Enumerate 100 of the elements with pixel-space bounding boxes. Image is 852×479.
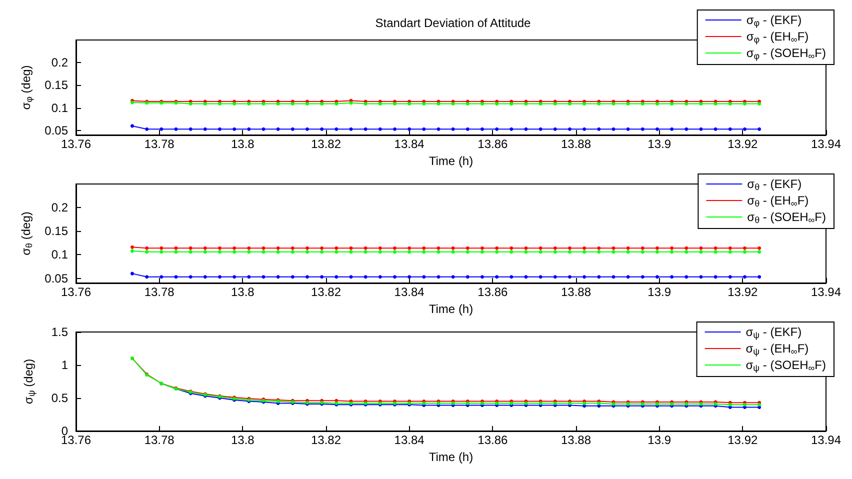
y-tick-label: 0.15 [44, 78, 68, 92]
point [451, 246, 455, 250]
point [436, 246, 440, 250]
point [626, 127, 630, 131]
point [714, 250, 718, 254]
point [218, 102, 222, 106]
point [612, 102, 616, 106]
point [758, 275, 762, 279]
point [247, 102, 251, 106]
chart-title: Standart Deviation of Attitude [375, 16, 532, 30]
point [742, 246, 746, 250]
point [276, 102, 280, 106]
y-tick-label: 0.15 [44, 224, 68, 238]
point [699, 102, 703, 106]
point [480, 250, 484, 254]
point [364, 127, 368, 131]
point [392, 275, 396, 279]
point [670, 246, 674, 250]
point [203, 102, 207, 106]
point [130, 249, 134, 253]
point [670, 275, 674, 279]
point [334, 102, 338, 106]
point [436, 250, 440, 254]
point [320, 250, 324, 254]
point [495, 102, 499, 106]
x-tick-label: 13.88 [560, 137, 592, 151]
point [655, 275, 659, 279]
point [232, 250, 236, 254]
point [495, 127, 499, 131]
point [582, 246, 586, 250]
point [597, 127, 601, 131]
point [728, 275, 732, 279]
x-tick-label: 13.78 [144, 285, 175, 299]
point [174, 275, 178, 279]
point [306, 246, 309, 250]
point [510, 250, 514, 254]
point [758, 246, 762, 250]
point [320, 246, 324, 250]
point [538, 250, 542, 254]
y-tick-label: 1 [61, 358, 68, 372]
point [538, 246, 542, 250]
point [378, 246, 382, 250]
point [436, 102, 440, 106]
point [262, 127, 266, 131]
point [612, 246, 616, 250]
y-tick-label: 0.5 [51, 391, 68, 405]
point [334, 246, 338, 250]
point [408, 102, 412, 106]
y-tick-label: 0.05 [44, 271, 68, 286]
point [232, 102, 236, 106]
point [758, 127, 762, 131]
point [130, 245, 134, 249]
x-tick-label: 13.8 [230, 137, 255, 151]
point [247, 250, 251, 254]
point [612, 250, 616, 254]
point [524, 250, 528, 254]
point [218, 246, 222, 250]
point [408, 246, 412, 250]
point [247, 275, 251, 279]
point [699, 250, 703, 254]
point [524, 246, 528, 250]
x-tick-label: 13.82 [310, 433, 342, 447]
x-tick-label: 13.86 [478, 433, 508, 447]
point [262, 250, 266, 254]
point [684, 246, 688, 250]
x-tick-label: 13.92 [728, 137, 758, 151]
point [597, 102, 601, 106]
point [334, 275, 338, 279]
point [290, 275, 294, 279]
x-tick-label: 13.9 [648, 433, 672, 447]
point [436, 127, 440, 131]
point [188, 275, 192, 279]
point [480, 275, 484, 279]
x-tick-label: 13.94 [810, 137, 842, 151]
point [203, 250, 207, 254]
point [655, 102, 659, 106]
y-tick-label: 0.05 [44, 123, 68, 138]
point [320, 102, 324, 106]
point [728, 127, 732, 131]
point [349, 275, 353, 279]
x-tick-label: 13.84 [394, 137, 425, 151]
point [568, 127, 572, 131]
x-tick-label: 13.86 [478, 137, 508, 151]
point [758, 102, 762, 106]
point [422, 250, 426, 254]
point [612, 127, 616, 131]
point [524, 102, 528, 106]
point [145, 250, 149, 254]
point [538, 275, 542, 279]
x-tick-label: 13.84 [394, 285, 425, 299]
point [466, 127, 470, 131]
point [597, 275, 601, 279]
x-tick-label: 13.82 [310, 285, 342, 299]
point [699, 275, 703, 279]
point [130, 124, 134, 128]
point [597, 250, 601, 254]
point [174, 250, 178, 254]
point [422, 102, 426, 106]
point [188, 250, 192, 254]
point [247, 246, 251, 250]
